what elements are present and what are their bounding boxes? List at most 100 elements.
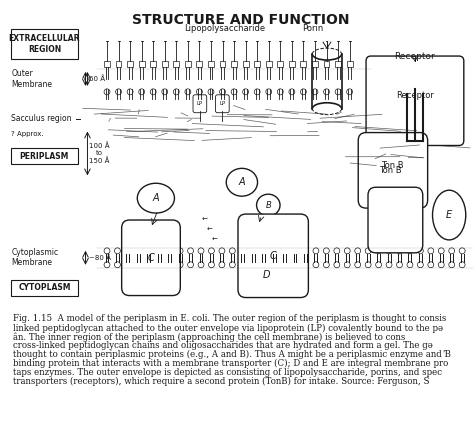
Bar [197,61,202,67]
Circle shape [198,262,204,268]
Circle shape [344,248,350,254]
Circle shape [250,248,256,254]
Circle shape [188,262,193,268]
Circle shape [323,262,329,268]
Circle shape [386,248,392,254]
Circle shape [104,89,110,95]
Circle shape [324,89,329,95]
Bar [104,61,110,67]
Text: linked peptidoglycan attached to the outer envelope via lipoprotein (LP) covalen: linked peptidoglycan attached to the out… [13,323,443,332]
FancyBboxPatch shape [11,280,78,296]
Bar [254,61,260,67]
Text: E: E [446,210,452,220]
Circle shape [323,248,329,254]
FancyBboxPatch shape [366,56,464,146]
Text: CYTOPLASM: CYTOPLASM [18,283,71,292]
Ellipse shape [433,190,466,240]
Circle shape [271,262,277,268]
FancyBboxPatch shape [122,220,180,296]
Circle shape [277,89,283,95]
Text: Receptor: Receptor [396,91,434,100]
Circle shape [150,89,156,95]
Circle shape [104,248,110,254]
Bar [312,61,318,67]
Bar [116,61,121,67]
Circle shape [116,89,121,95]
Circle shape [302,262,309,268]
Circle shape [188,248,193,254]
Text: ←: ← [211,237,218,243]
Circle shape [449,262,455,268]
Circle shape [208,89,214,95]
Circle shape [397,262,402,268]
Bar [301,61,306,67]
Circle shape [302,248,309,254]
Bar [150,61,156,67]
Text: transporters (receptors), which require a second protein (TonB) for intake. Sour: transporters (receptors), which require … [13,377,429,386]
Circle shape [335,89,341,95]
Text: STRUCTURE AND FUNCTION: STRUCTURE AND FUNCTION [132,13,350,27]
Circle shape [243,89,248,95]
Text: Fig. 1.15  A model of the periplasm in E. coli. The outer region of the periplas: Fig. 1.15 A model of the periplasm in E.… [13,314,447,323]
Text: thought to contain periplasmic proteins (e.g., A and B). Thus A might be a perip: thought to contain periplasmic proteins … [13,350,451,359]
Text: Ton B: Ton B [381,161,404,170]
Circle shape [438,248,444,254]
Text: ân. The inner region of the periplasm (approaching the cell membrane) is believe: ân. The inner region of the periplasm (a… [13,332,406,342]
Ellipse shape [137,183,174,213]
Circle shape [266,89,272,95]
Circle shape [139,89,145,95]
Bar [139,61,145,67]
Bar [219,61,226,67]
Circle shape [146,262,152,268]
Circle shape [376,248,382,254]
Circle shape [407,248,413,254]
Circle shape [301,89,306,95]
Circle shape [282,262,288,268]
Text: ? Approx.: ? Approx. [11,130,44,137]
Circle shape [407,262,413,268]
Text: Cytoplasmic
Membrane: Cytoplasmic Membrane [11,248,58,267]
Text: ~80 Å: ~80 Å [90,254,111,261]
Bar [324,61,329,67]
Bar [346,61,353,67]
FancyBboxPatch shape [11,148,78,164]
Circle shape [397,248,402,254]
Circle shape [219,262,225,268]
Circle shape [231,89,237,95]
Text: Outer
Membrane: Outer Membrane [11,69,52,89]
Bar [277,61,283,67]
Circle shape [418,248,423,254]
Text: D: D [263,270,270,280]
Circle shape [177,262,183,268]
Bar [231,61,237,67]
Text: Lipopolysaccharide: Lipopolysaccharide [184,24,265,33]
Circle shape [125,262,131,268]
Text: A: A [153,193,159,203]
Circle shape [449,248,455,254]
FancyBboxPatch shape [11,29,78,59]
Bar [173,61,179,67]
Circle shape [104,262,110,268]
Circle shape [136,248,141,254]
Text: A: A [238,177,245,187]
Circle shape [156,248,162,254]
Text: EXTRACELLULAR
REGION: EXTRACELLULAR REGION [9,34,80,54]
Circle shape [355,248,361,254]
Text: C: C [270,251,276,261]
Circle shape [125,248,131,254]
Text: ←: ← [207,227,212,233]
Circle shape [240,262,246,268]
Circle shape [282,248,288,254]
Circle shape [459,248,465,254]
Text: taps enzymes. The outer envelope is depicted as consisting of lipopolysaccharide: taps enzymes. The outer envelope is depi… [13,368,442,377]
Circle shape [312,89,318,95]
Circle shape [261,248,266,254]
Circle shape [386,262,392,268]
Text: binding protein that interacts with a membrane transporter (C); D and E are inte: binding protein that interacts with a me… [13,359,448,368]
Text: C: C [147,253,155,263]
Ellipse shape [256,194,280,216]
Circle shape [365,248,371,254]
Text: 60 Å: 60 Å [90,76,106,82]
Bar [266,61,272,67]
Bar [289,61,295,67]
